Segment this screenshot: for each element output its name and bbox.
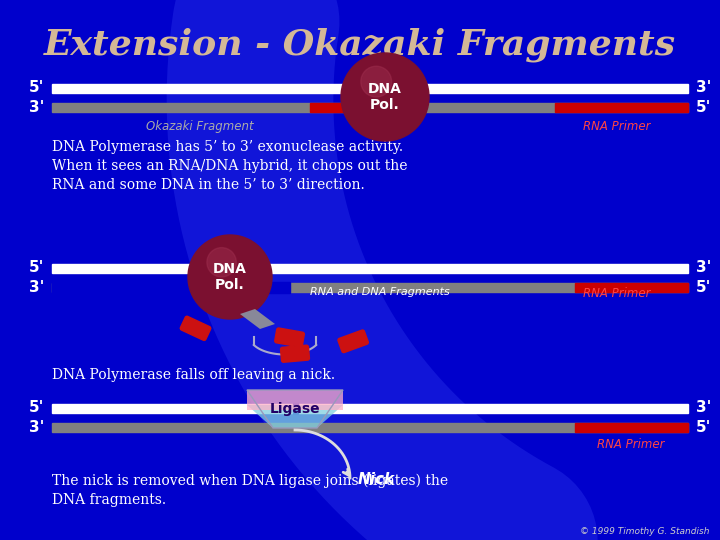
Text: Ligase: Ligase bbox=[270, 402, 320, 416]
Text: © 1999 Timothy G. Standish: © 1999 Timothy G. Standish bbox=[580, 527, 710, 536]
FancyBboxPatch shape bbox=[52, 281, 290, 293]
FancyBboxPatch shape bbox=[293, 402, 298, 414]
Text: 3': 3' bbox=[696, 401, 711, 415]
Text: 3': 3' bbox=[696, 260, 711, 275]
Text: The nick is removed when DNA ligase joins (ligates) the
DNA fragments.: The nick is removed when DNA ligase join… bbox=[52, 474, 448, 508]
Text: 3': 3' bbox=[29, 280, 44, 294]
FancyBboxPatch shape bbox=[180, 316, 211, 340]
Text: DNA
Pol.: DNA Pol. bbox=[213, 262, 247, 292]
Polygon shape bbox=[247, 390, 343, 410]
FancyBboxPatch shape bbox=[52, 422, 688, 431]
Text: 3': 3' bbox=[29, 99, 44, 114]
Circle shape bbox=[207, 248, 236, 277]
FancyBboxPatch shape bbox=[575, 422, 688, 431]
Circle shape bbox=[361, 66, 392, 97]
Circle shape bbox=[188, 235, 272, 319]
Text: RNA Primer: RNA Primer bbox=[598, 438, 665, 451]
FancyBboxPatch shape bbox=[555, 103, 688, 111]
Polygon shape bbox=[247, 405, 343, 428]
Text: DNA
Pol.: DNA Pol. bbox=[368, 82, 402, 112]
Text: DNA Polymerase has 5’ to 3’ exonuclease activity.
When it sees an RNA/DNA hybrid: DNA Polymerase has 5’ to 3’ exonuclease … bbox=[52, 140, 408, 192]
FancyBboxPatch shape bbox=[281, 345, 310, 362]
Text: 5': 5' bbox=[696, 280, 711, 294]
Text: 3': 3' bbox=[696, 80, 711, 96]
Text: 5': 5' bbox=[696, 420, 711, 435]
Polygon shape bbox=[240, 309, 275, 329]
FancyBboxPatch shape bbox=[310, 103, 385, 111]
FancyBboxPatch shape bbox=[275, 328, 305, 347]
Text: 5': 5' bbox=[29, 80, 44, 96]
Text: 5': 5' bbox=[29, 401, 44, 415]
Text: Extension - Okazaki Fragments: Extension - Okazaki Fragments bbox=[44, 28, 676, 63]
Text: DNA Polymerase falls off leaving a nick.: DNA Polymerase falls off leaving a nick. bbox=[52, 368, 335, 382]
Text: Okazaki Fragment: Okazaki Fragment bbox=[146, 120, 254, 133]
Text: RNA Primer: RNA Primer bbox=[583, 120, 651, 133]
Text: 5': 5' bbox=[696, 99, 711, 114]
Text: 3': 3' bbox=[29, 420, 44, 435]
FancyBboxPatch shape bbox=[52, 264, 688, 273]
FancyBboxPatch shape bbox=[52, 282, 688, 292]
FancyBboxPatch shape bbox=[575, 282, 688, 292]
Text: RNA Primer: RNA Primer bbox=[583, 287, 651, 300]
Text: RNA and DNA Fragments: RNA and DNA Fragments bbox=[310, 287, 450, 297]
FancyBboxPatch shape bbox=[338, 330, 369, 353]
Circle shape bbox=[341, 53, 429, 141]
FancyBboxPatch shape bbox=[52, 103, 688, 111]
FancyBboxPatch shape bbox=[52, 403, 688, 413]
FancyBboxPatch shape bbox=[52, 84, 688, 92]
Text: 5': 5' bbox=[29, 260, 44, 275]
Text: Nick: Nick bbox=[358, 472, 395, 488]
